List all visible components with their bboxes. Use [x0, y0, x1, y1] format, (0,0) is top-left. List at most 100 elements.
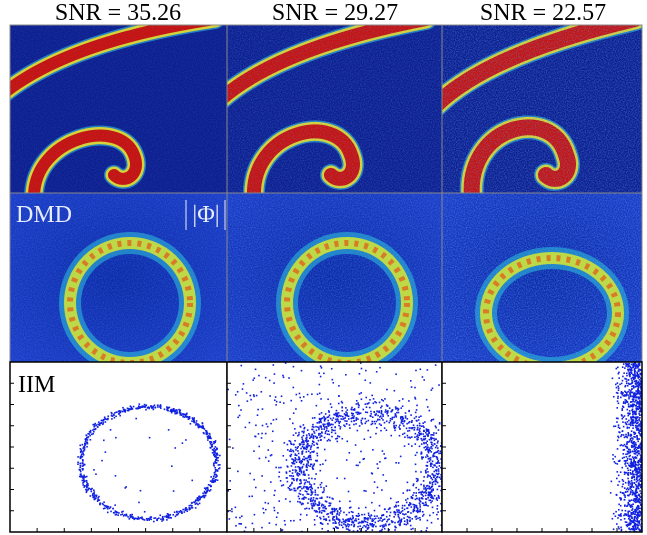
- point: [397, 511, 399, 513]
- point: [308, 474, 310, 476]
- point: [627, 415, 629, 417]
- point: [432, 454, 434, 456]
- point: [259, 458, 261, 460]
- point: [429, 450, 431, 452]
- point: [394, 529, 396, 531]
- point: [215, 459, 217, 461]
- point: [630, 383, 632, 385]
- point: [390, 512, 392, 514]
- point: [355, 444, 357, 446]
- point: [329, 505, 331, 507]
- point: [213, 462, 215, 464]
- point: [374, 421, 376, 423]
- point: [235, 517, 237, 519]
- point: [319, 437, 321, 439]
- point: [290, 442, 292, 444]
- point: [370, 518, 372, 520]
- point: [319, 470, 321, 472]
- point: [255, 369, 257, 371]
- point: [623, 426, 625, 428]
- point: [428, 495, 430, 497]
- point: [261, 437, 263, 439]
- point: [337, 419, 339, 421]
- point: [311, 393, 313, 395]
- point: [631, 388, 633, 390]
- point: [158, 517, 160, 519]
- point: [341, 438, 343, 440]
- point: [104, 505, 106, 507]
- point: [309, 465, 311, 467]
- point: [246, 392, 248, 394]
- point: [628, 427, 630, 429]
- point: [180, 413, 182, 415]
- point: [343, 512, 345, 514]
- point: [391, 409, 393, 411]
- point: [615, 511, 617, 513]
- point: [237, 391, 239, 393]
- point: [635, 453, 637, 455]
- point: [627, 463, 629, 465]
- point: [305, 465, 307, 467]
- point: [614, 461, 616, 463]
- point: [342, 527, 344, 529]
- point: [635, 384, 637, 386]
- point: [439, 423, 441, 425]
- point: [404, 433, 406, 435]
- point: [411, 518, 413, 520]
- point: [627, 458, 629, 460]
- point: [300, 463, 302, 465]
- point: [368, 420, 370, 422]
- point: [360, 392, 362, 394]
- point: [428, 458, 430, 460]
- point: [381, 405, 383, 407]
- point: [321, 367, 323, 369]
- point: [274, 490, 276, 492]
- point: [625, 510, 627, 512]
- point: [332, 379, 334, 381]
- point: [415, 433, 417, 435]
- point: [337, 513, 339, 515]
- point: [335, 418, 337, 420]
- point: [393, 423, 395, 425]
- point: [381, 411, 383, 413]
- point: [370, 436, 372, 438]
- point: [400, 418, 402, 420]
- point: [628, 396, 630, 398]
- point: [280, 480, 282, 482]
- point: [399, 522, 401, 524]
- point: [295, 466, 297, 468]
- point: [433, 481, 435, 483]
- point: [318, 501, 320, 503]
- point: [338, 514, 340, 516]
- point: [411, 386, 413, 388]
- point: [272, 440, 274, 442]
- point: [633, 528, 635, 530]
- point: [631, 476, 633, 478]
- point: [267, 449, 269, 451]
- point: [631, 517, 633, 519]
- point: [415, 505, 417, 507]
- point: [634, 374, 636, 376]
- point: [324, 427, 326, 429]
- point: [404, 420, 406, 422]
- point: [313, 444, 315, 446]
- point: [300, 479, 302, 481]
- point: [382, 415, 384, 417]
- point: [407, 482, 409, 484]
- point: [389, 407, 391, 409]
- point: [634, 370, 636, 372]
- point: [639, 490, 641, 492]
- point: [182, 509, 184, 511]
- point: [632, 414, 634, 416]
- point: [375, 526, 377, 528]
- point: [632, 443, 634, 445]
- point: [635, 511, 637, 513]
- point: [637, 392, 639, 394]
- point: [357, 413, 359, 415]
- point: [215, 476, 217, 478]
- point: [86, 484, 88, 486]
- point: [371, 523, 373, 525]
- point: [357, 402, 359, 404]
- point: [630, 473, 632, 475]
- point: [422, 491, 424, 493]
